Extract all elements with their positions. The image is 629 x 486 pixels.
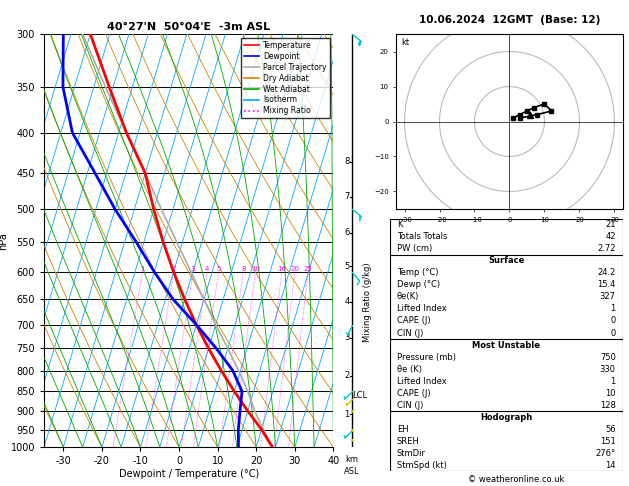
Text: Mixing Ratio (g/kg): Mixing Ratio (g/kg)	[364, 263, 372, 342]
Text: CIN (J): CIN (J)	[397, 329, 423, 337]
Text: © weatheronline.co.uk: © weatheronline.co.uk	[467, 474, 564, 484]
Text: 4: 4	[345, 297, 350, 307]
Text: SREH: SREH	[397, 437, 420, 446]
Text: K: K	[397, 220, 403, 229]
Text: 16: 16	[277, 266, 286, 272]
Text: 15.4: 15.4	[598, 280, 616, 289]
Text: 14: 14	[605, 461, 616, 470]
Text: PW (cm): PW (cm)	[397, 244, 432, 253]
Text: 2: 2	[345, 371, 350, 380]
Title: 40°27'N  50°04'E  -3m ASL: 40°27'N 50°04'E -3m ASL	[107, 22, 270, 32]
Text: 3: 3	[344, 333, 350, 342]
Text: 42: 42	[605, 232, 616, 241]
Text: 1: 1	[345, 410, 350, 418]
Text: km: km	[346, 454, 359, 464]
Text: Lifted Index: Lifted Index	[397, 377, 447, 386]
Text: Hodograph: Hodograph	[480, 413, 533, 422]
Text: 330: 330	[599, 364, 616, 374]
Text: 5: 5	[345, 261, 350, 271]
Text: Totals Totals: Totals Totals	[397, 232, 447, 241]
Text: 3: 3	[191, 266, 196, 272]
Text: 2: 2	[172, 266, 176, 272]
Text: 8: 8	[241, 266, 245, 272]
Text: 7: 7	[344, 192, 350, 201]
Text: 10: 10	[251, 266, 260, 272]
Text: LCL: LCL	[352, 391, 367, 400]
Text: EH: EH	[397, 425, 409, 434]
Text: 20: 20	[291, 266, 299, 272]
Text: θe (K): θe (K)	[397, 364, 422, 374]
Text: 750: 750	[600, 353, 616, 362]
Text: 10: 10	[605, 389, 616, 398]
Text: 10.06.2024  12GMT  (Base: 12): 10.06.2024 12GMT (Base: 12)	[419, 15, 600, 25]
Text: Dewp (°C): Dewp (°C)	[397, 280, 440, 289]
Text: 151: 151	[600, 437, 616, 446]
Text: 0: 0	[611, 329, 616, 337]
Text: kt: kt	[401, 37, 409, 47]
Text: 1: 1	[140, 266, 145, 272]
Text: CAPE (J): CAPE (J)	[397, 389, 431, 398]
Text: Surface: Surface	[488, 256, 525, 265]
Text: 5: 5	[216, 266, 221, 272]
Text: 128: 128	[600, 401, 616, 410]
Text: 2.72: 2.72	[597, 244, 616, 253]
Text: 25: 25	[304, 266, 313, 272]
Text: ASL: ASL	[345, 467, 360, 476]
Text: 327: 327	[599, 293, 616, 301]
Text: θe(K): θe(K)	[397, 293, 420, 301]
Text: 0: 0	[611, 316, 616, 326]
Text: 56: 56	[605, 425, 616, 434]
Text: 21: 21	[605, 220, 616, 229]
Text: 6: 6	[344, 228, 350, 237]
Text: CAPE (J): CAPE (J)	[397, 316, 431, 326]
Text: 1: 1	[611, 304, 616, 313]
Text: Lifted Index: Lifted Index	[397, 304, 447, 313]
Text: StmDir: StmDir	[397, 449, 426, 458]
Text: 8: 8	[344, 157, 350, 166]
Text: Most Unstable: Most Unstable	[472, 341, 540, 349]
Text: StmSpd (kt): StmSpd (kt)	[397, 461, 447, 470]
Text: 4: 4	[205, 266, 209, 272]
Legend: Temperature, Dewpoint, Parcel Trajectory, Dry Adiabat, Wet Adiabat, Isotherm, Mi: Temperature, Dewpoint, Parcel Trajectory…	[241, 38, 330, 119]
Text: 276°: 276°	[596, 449, 616, 458]
Text: 24.2: 24.2	[598, 268, 616, 278]
Text: Pressure (mb): Pressure (mb)	[397, 353, 456, 362]
Text: CIN (J): CIN (J)	[397, 401, 423, 410]
X-axis label: Dewpoint / Temperature (°C): Dewpoint / Temperature (°C)	[119, 469, 259, 479]
Text: Temp (°C): Temp (°C)	[397, 268, 438, 278]
Y-axis label: hPa: hPa	[0, 232, 8, 249]
Text: 1: 1	[611, 377, 616, 386]
